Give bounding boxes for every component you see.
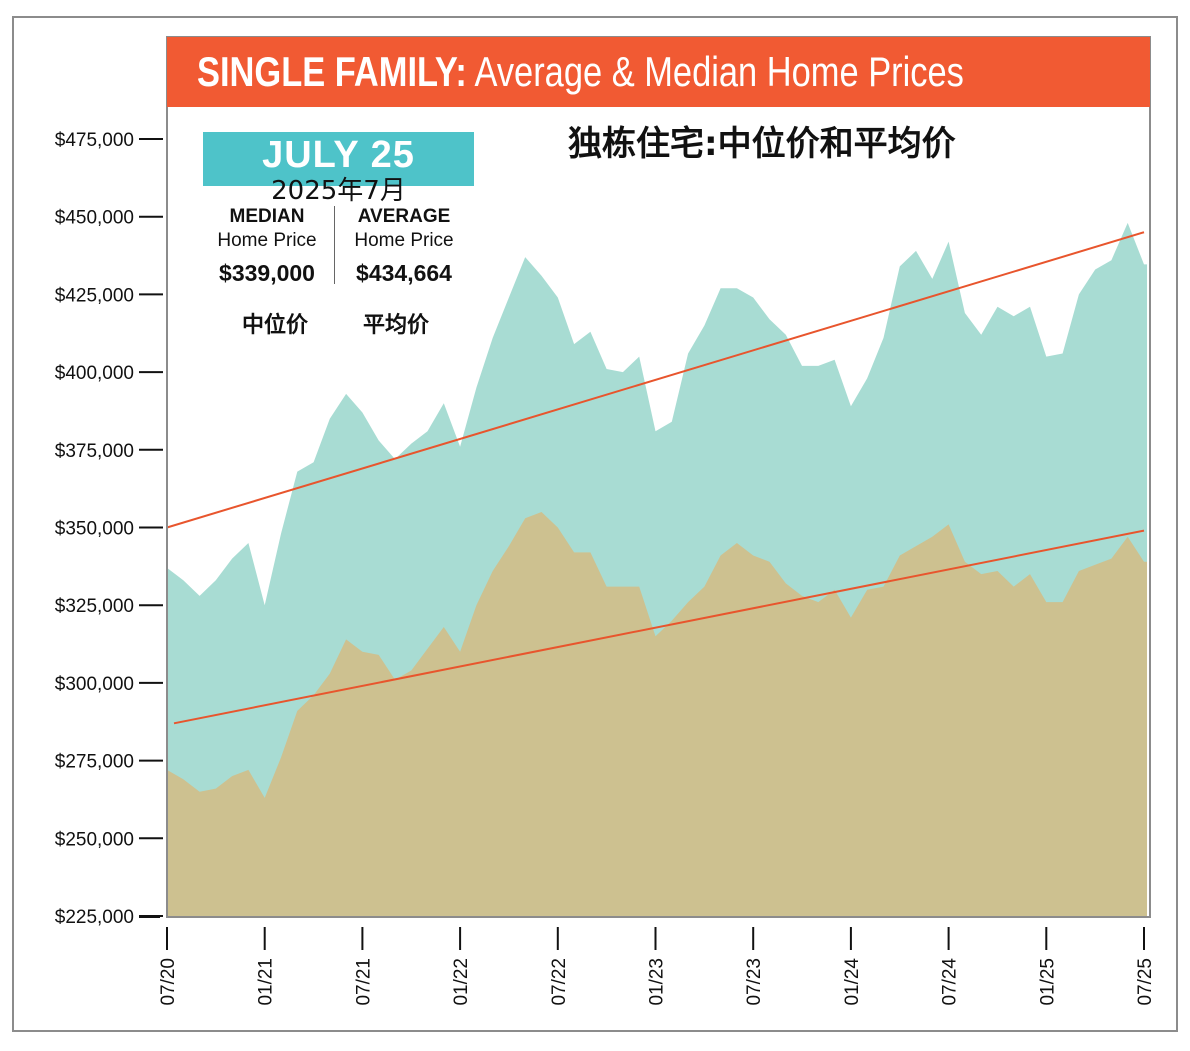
x-tick-label: 01/25 xyxy=(1037,958,1058,1006)
average-sub-label: Home Price xyxy=(354,230,454,251)
y-tick-label: $300,000 xyxy=(55,674,134,695)
x-axis: 07/20 01/21 07/21 01/22 07/22 01/23 07/23 01/24… xyxy=(158,927,1156,1006)
x-tick-label: 07/24 xyxy=(940,958,961,1006)
average-label: AVERAGE xyxy=(357,206,451,227)
y-tick-label: $450,000 xyxy=(55,208,134,229)
y-tick-label: $475,000 xyxy=(55,130,134,151)
median-sub-label: Home Price xyxy=(217,230,317,251)
y-tick-label: $225,000 xyxy=(55,907,134,928)
y-tick-label: $425,000 xyxy=(55,285,134,306)
chart-frame xyxy=(12,16,1178,1032)
median-label: MEDIAN xyxy=(229,206,305,227)
median-price-area xyxy=(167,512,1147,917)
average-value: $434,664 xyxy=(356,260,452,286)
median-value: $339,000 xyxy=(219,260,315,286)
x-tick-label: 01/24 xyxy=(842,958,863,1006)
y-tick-label: $275,000 xyxy=(55,752,134,773)
x-tick-label: 07/20 xyxy=(158,958,179,1006)
x-tick-label: 07/21 xyxy=(353,958,374,1006)
median-label-cn: 中位价 xyxy=(241,313,308,338)
average-trend-line xyxy=(166,231,1145,529)
average-label-cn: 平均价 xyxy=(362,313,429,338)
month-label: JULY 25 xyxy=(262,134,415,176)
chart-title-bold: SINGLE FAMILY: xyxy=(197,48,467,95)
x-tick-label: 01/22 xyxy=(451,958,472,1006)
y-tick-label: $250,000 xyxy=(55,829,134,850)
x-tick-label: 07/25 xyxy=(1135,958,1156,1006)
chinese-title: 独栋住宅:中位价和平均价 xyxy=(568,124,956,164)
month-badge xyxy=(203,132,474,186)
y-tick-label: $375,000 xyxy=(55,441,134,462)
x-tick-label: 01/23 xyxy=(647,958,668,1006)
x-tick-label: 07/22 xyxy=(549,958,570,1006)
x-tick-label: 07/23 xyxy=(744,958,765,1006)
median-trend-line xyxy=(173,529,1145,725)
month-label-cn: 2025年7月 xyxy=(271,176,406,206)
x-tick-label: 01/21 xyxy=(256,958,277,1006)
y-tick-label: $350,000 xyxy=(55,519,134,540)
stats-divider xyxy=(334,206,335,284)
chart-title-rest: Average & Median Home Prices xyxy=(466,48,964,95)
y-tick-label: $325,000 xyxy=(55,596,134,617)
y-tick-label: $400,000 xyxy=(55,363,134,384)
title-band xyxy=(167,37,1150,107)
chart-title: SINGLE FAMILY: Average & Median Home Pri… xyxy=(197,40,964,104)
y-axis: $225,000 $250,000 $275,000 $300,000 $325,000… xyxy=(55,130,163,928)
